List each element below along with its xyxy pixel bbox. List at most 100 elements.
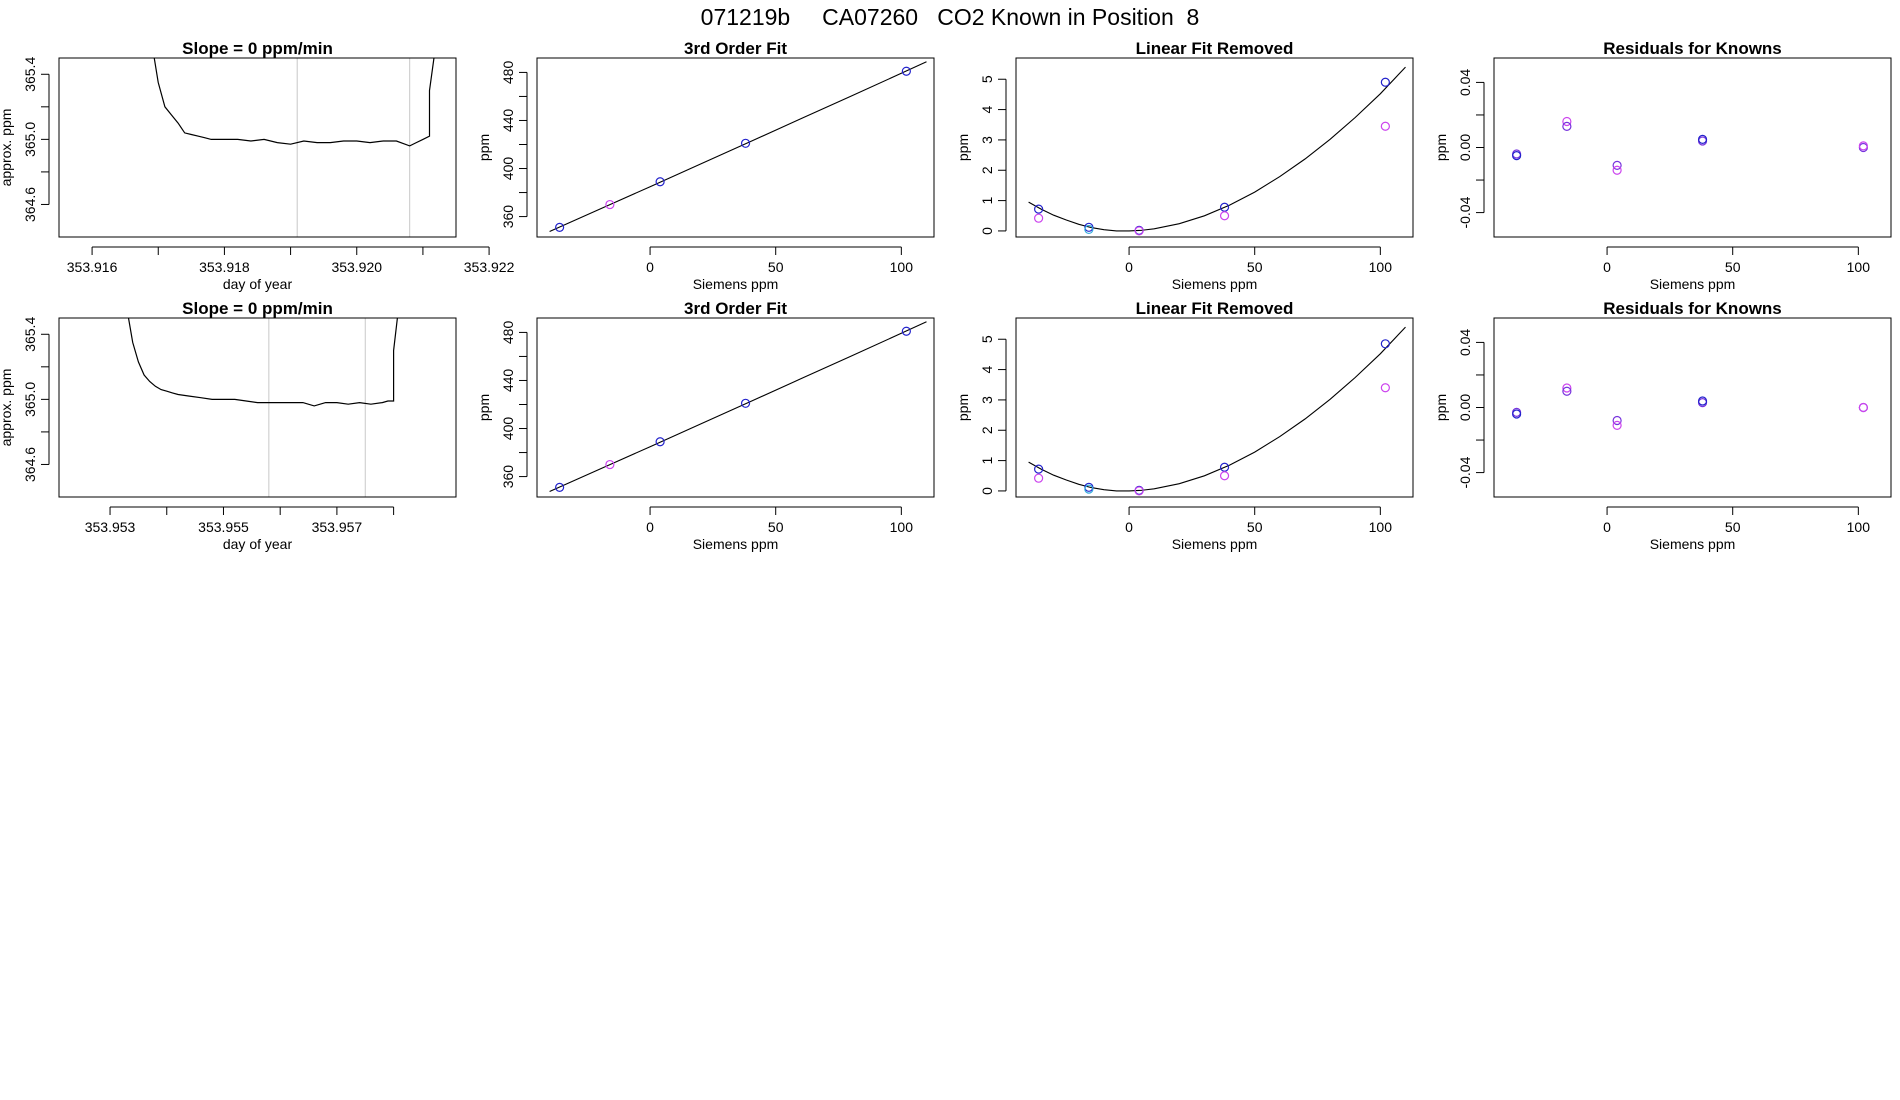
plot-frame [1493, 317, 1892, 498]
plot-data [549, 61, 927, 233]
plot-frame [1015, 317, 1414, 498]
y-tick-label: 3 [979, 396, 995, 404]
data-point [555, 482, 565, 492]
y-axis-label: ppm [955, 394, 971, 421]
x-tick-label: 50 [1247, 259, 1263, 275]
y-tick-label: 365.4 [22, 317, 38, 352]
y-tick-label: 440 [500, 369, 516, 393]
plot-frame [58, 317, 457, 498]
chart-r1-fit: 3rd Order Fit 0 50 100 Siemens ppm 360 400 440 4… [476, 39, 935, 292]
chart-title: Linear Fit Removed [1136, 299, 1294, 318]
data-point [1380, 339, 1390, 349]
x-tick-label: 100 [1847, 259, 1871, 275]
x-tick-label: 50 [768, 519, 784, 535]
data-point [1134, 226, 1144, 236]
data-point [1858, 141, 1868, 151]
chart-r2-fit: 3rd Order Fit 0 50 100 Siemens ppm 360 400 440 4… [476, 299, 935, 552]
plot-frame [58, 57, 457, 238]
x-tick-label: 0 [1125, 259, 1133, 275]
y-tick-label: 365.4 [22, 57, 38, 92]
y-tick-label: 0.04 [1457, 69, 1473, 96]
plot-data [153, 58, 435, 237]
y-tick-label: 360 [500, 465, 516, 489]
plot-frame [536, 317, 935, 498]
data-point [740, 398, 751, 408]
data-point [1034, 473, 1044, 483]
x-tick-label: 50 [1725, 519, 1741, 535]
y-tick-label: 480 [500, 321, 516, 345]
x-tick-label: 0 [1603, 259, 1611, 275]
y-tick-label: 4 [979, 105, 995, 113]
x-tick-label: 353.920 [331, 259, 382, 275]
data-point [901, 326, 911, 336]
x-tick-label: 0 [646, 259, 654, 275]
data-point [1562, 383, 1572, 393]
y-tick-label: 480 [500, 61, 516, 85]
x-axis-label: Siemens ppm [1650, 536, 1736, 552]
y-tick-label: 400 [500, 417, 516, 441]
y-tick-label: 360 [500, 205, 516, 229]
y-tick-label: 1 [979, 196, 995, 204]
plot-frame [1015, 57, 1414, 238]
x-tick-label: 353.955 [198, 519, 249, 535]
x-tick-label: 100 [1847, 519, 1871, 535]
y-tick-label: 0 [979, 487, 995, 495]
plot-data [549, 321, 927, 493]
x-axis-label: day of year [223, 536, 293, 552]
data-point [1219, 471, 1230, 481]
fit-curve [1028, 326, 1406, 492]
y-tick-label: 365.0 [22, 382, 38, 417]
page-title: 071219b CA07260 CO2 Known in Position 8 [700, 4, 1200, 30]
chart-title: Residuals for Knowns [1603, 299, 1782, 318]
plot-frame [536, 57, 935, 238]
y-axis-label: approx. ppm [0, 369, 14, 447]
data-point [1034, 464, 1044, 474]
data-point [1219, 211, 1230, 221]
plot-frame [1493, 57, 1892, 238]
x-axis-label: Siemens ppm [693, 276, 779, 292]
x-tick-label: 0 [1125, 519, 1133, 535]
y-tick-label: 4 [979, 365, 995, 373]
x-tick-label: 353.922 [464, 259, 515, 275]
chart-r2-slope: Slope = 0 ppm/min 353.953 353.955 353.957 da… [0, 299, 457, 552]
chart-title: Slope = 0 ppm/min [182, 39, 333, 58]
y-axis-label: ppm [476, 134, 492, 161]
data-point [605, 199, 615, 210]
data-point [1084, 224, 1094, 235]
y-tick-label: 1 [979, 456, 995, 464]
y-tick-label: 364.6 [22, 447, 38, 482]
data-point [1612, 160, 1622, 170]
y-axis-label: ppm [1433, 394, 1449, 421]
data-point [1512, 151, 1522, 161]
x-tick-label: 100 [1369, 519, 1393, 535]
data-point [1562, 386, 1572, 396]
x-axis-label: day of year [223, 276, 293, 292]
x-tick-label: 100 [890, 519, 914, 535]
data-point [1562, 116, 1572, 127]
x-tick-label: 50 [768, 259, 784, 275]
plot-data [1512, 383, 1868, 430]
ppm-trace-line [127, 318, 399, 407]
plot-data [1028, 326, 1406, 496]
plot-data [127, 318, 399, 497]
y-tick-label: -0.04 [1457, 196, 1473, 228]
data-point [1612, 415, 1622, 426]
x-axis-label: Siemens ppm [1172, 276, 1258, 292]
data-point [1084, 484, 1094, 494]
data-point [1512, 409, 1522, 419]
y-tick-label: 2 [979, 166, 995, 174]
chart-title: Residuals for Knowns [1603, 39, 1782, 58]
y-tick-label: 0.04 [1457, 329, 1473, 356]
data-point [1612, 420, 1622, 430]
plot-data [1512, 116, 1868, 175]
x-axis-label: Siemens ppm [693, 536, 779, 552]
data-point [1562, 121, 1572, 131]
y-tick-label: 400 [500, 157, 516, 181]
x-tick-label: 50 [1247, 519, 1263, 535]
y-tick-label: 5 [979, 75, 995, 83]
x-tick-label: 0 [646, 519, 654, 535]
chart-title: Slope = 0 ppm/min [182, 299, 333, 318]
y-tick-label: 365.0 [22, 122, 38, 157]
y-axis-label: ppm [955, 134, 971, 161]
